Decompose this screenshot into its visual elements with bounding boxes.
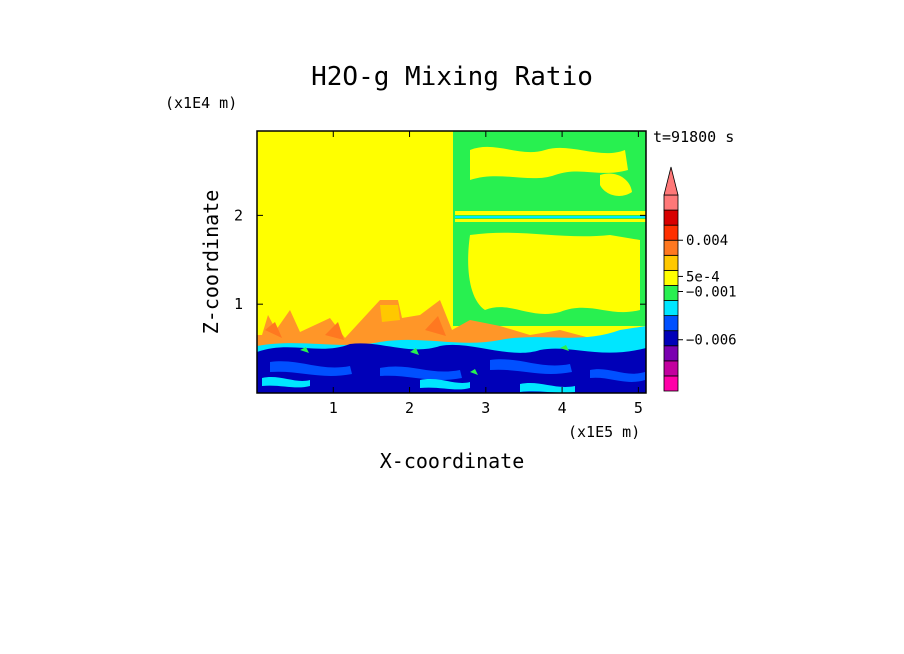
y-tick-label: 1 [234,295,243,313]
y-unit-label: (x1E4 m) [165,94,237,112]
colorbar-label: 0.004 [686,233,728,249]
x-tick-label: 5 [634,399,643,417]
time-label: t=91800 s [653,128,734,146]
x-tick-label: 3 [481,399,490,417]
colorbar-label: 5e-4 [686,269,720,285]
plot-area [257,131,646,393]
colorbar-segment [663,239,679,256]
colorbar-label: −0.006 [686,333,737,349]
x-tick-label: 4 [558,399,567,417]
x-axis: 1 2 3 4 5 [329,131,643,417]
colorbar-segment [663,330,679,347]
colorbar-segment [663,345,679,362]
colorbar-segment [663,300,679,317]
field-yellow-blob-right [468,232,640,314]
plot-frame [256,130,647,394]
field-band-teal [455,216,646,218]
colorbar-segment [663,224,679,241]
field-band-lower [455,219,646,222]
colorbar-label: −0.001 [686,284,737,300]
x-axis-label: X-coordinate [380,449,525,473]
colorbar-segment [663,269,679,286]
colorbar-segment [663,209,679,226]
colorbar-extend-arrow [663,166,679,196]
field-yellow-blob-small [600,173,632,196]
field-band-upper [455,211,646,215]
colorbar-segment [663,375,679,392]
x-unit-label: (x1E5 m) [568,423,640,441]
field-blue-layer [257,343,646,393]
y-tick-label: 2 [234,206,243,224]
colorbar-segment [663,315,679,332]
x-tick-label: 2 [405,399,414,417]
colorbar-segment [663,254,679,271]
field-cyan-streaks [262,377,575,393]
field-yellow-blob-upper [470,146,628,180]
y-axis-label: Z-coordinate [199,190,223,335]
y-axis: 12 [234,206,646,313]
x-tick-label: 1 [329,399,338,417]
field-mid-blue-streaks [270,359,645,382]
colorbar: 0.004 5e-4−0.001 −0.006 [663,166,737,392]
chart-title: H2O-g Mixing Ratio [311,62,593,92]
colorbar-segment [663,285,679,301]
field-orange-plume-core [380,305,400,322]
colorbar-segment [663,360,679,377]
field-orange-plumes [257,300,646,346]
colorbar-segment [663,194,679,211]
